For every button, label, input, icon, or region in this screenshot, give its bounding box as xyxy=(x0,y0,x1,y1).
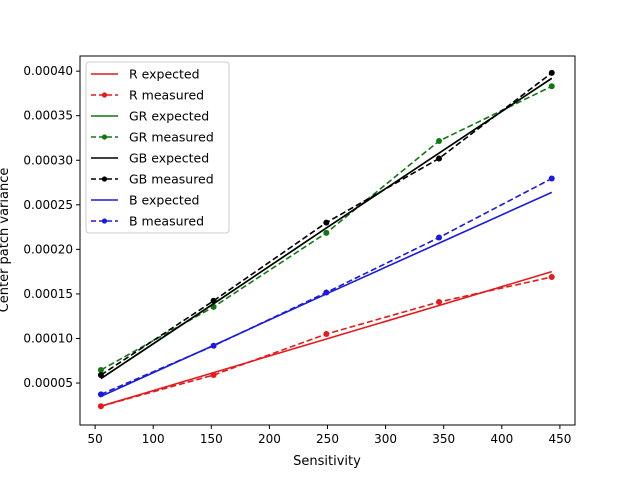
legend-label-gb-expected: GB expected xyxy=(129,151,209,166)
data-point-gr-measured xyxy=(323,229,330,236)
legend-label-b-measured: B measured xyxy=(129,214,204,229)
x-tick-label: 350 xyxy=(432,432,455,446)
legend-marker-gb-measured xyxy=(101,176,108,182)
data-point-b-measured xyxy=(436,234,443,241)
data-point-gb-measured xyxy=(436,155,443,162)
legend-label-r-measured: R measured xyxy=(129,88,204,103)
legend-label-b-expected: B expected xyxy=(129,193,199,208)
x-tick-label: 100 xyxy=(142,432,165,446)
data-point-gb-measured xyxy=(323,219,330,226)
y-axis: 0.00005 0.00010 0.00015 0.00020 0.00025 0.000… xyxy=(23,64,80,390)
data-point-r-measured xyxy=(436,298,443,305)
y-tick-label: 0.00025 xyxy=(23,198,73,212)
x-axis-label: Sensitivity xyxy=(293,454,361,469)
data-point-gb-measured xyxy=(548,69,555,76)
data-point-r-measured xyxy=(97,403,104,410)
data-point-r-measured xyxy=(548,273,555,280)
data-point-gb-measured xyxy=(210,297,217,304)
y-tick-label: 0.00035 xyxy=(23,109,73,123)
y-tick-label: 0.00005 xyxy=(23,376,73,390)
y-tick-label: 0.00020 xyxy=(23,242,73,256)
legend-label-gb-measured: GB measured xyxy=(129,172,214,187)
data-point-gr-measured xyxy=(548,83,555,90)
x-axis: 50 100 150 200 250 300 350 400 450 xyxy=(87,425,571,446)
data-point-b-measured xyxy=(548,175,555,182)
y-tick-label: 0.00010 xyxy=(23,331,73,345)
x-tick-label: 450 xyxy=(548,432,571,446)
legend-marker-gr-measured xyxy=(101,134,108,140)
legend-marker-b-measured xyxy=(101,218,108,224)
y-tick-label: 0.00015 xyxy=(23,287,73,301)
data-point-gr-measured xyxy=(436,138,443,145)
x-tick-label: 200 xyxy=(258,432,281,446)
legend: R expected R measured GR expected GR measur… xyxy=(85,61,230,234)
x-tick-label: 50 xyxy=(87,432,102,446)
data-point-gb-measured xyxy=(97,372,104,379)
data-point-b-measured xyxy=(210,342,217,349)
x-tick-label: 150 xyxy=(200,432,223,446)
x-tick-label: 250 xyxy=(316,432,339,446)
y-tick-label: 0.00040 xyxy=(23,64,73,78)
data-point-gr-measured xyxy=(97,367,104,374)
legend-box xyxy=(85,61,230,234)
legend-label-gr-measured: GR measured xyxy=(129,130,214,145)
data-point-b-measured xyxy=(97,391,104,398)
data-point-b-measured xyxy=(323,289,330,296)
y-axis-label: Center patch variance xyxy=(0,168,12,313)
legend-label-gr-expected: GR expected xyxy=(129,109,209,124)
data-point-r-measured xyxy=(210,372,217,379)
plot-marks xyxy=(97,69,555,410)
x-tick-label: 400 xyxy=(490,432,513,446)
y-tick-label: 0.00030 xyxy=(23,153,73,167)
series-line-gb-expected xyxy=(100,77,553,380)
legend-label-r-expected: R expected xyxy=(129,67,200,82)
x-tick-label: 300 xyxy=(374,432,397,446)
legend-marker-r-measured xyxy=(101,92,108,98)
data-point-r-measured xyxy=(323,331,330,338)
